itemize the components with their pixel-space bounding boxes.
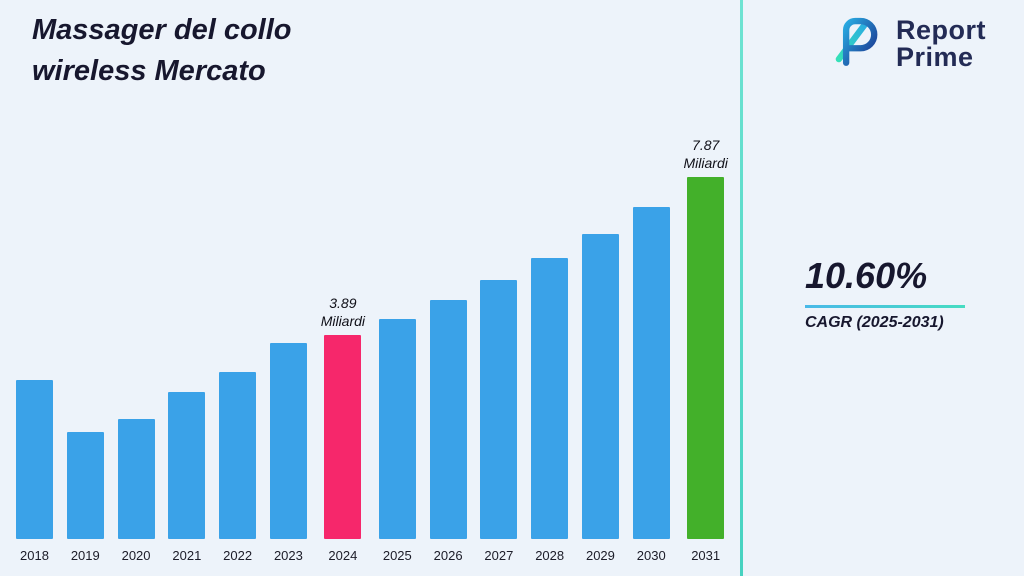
bar-column-2024: 3.89 Miliardi 2024 bbox=[321, 24, 365, 564]
bar-2023 bbox=[269, 343, 307, 539]
cagr-block: 10.60% CAGR (2025-2031) bbox=[805, 255, 975, 332]
bar-column-2023: 2023 bbox=[269, 24, 307, 564]
bar-2022 bbox=[219, 372, 257, 539]
chart-title-line1: Massager del collo bbox=[32, 14, 292, 46]
bar-2025 bbox=[378, 319, 416, 539]
x-tick-2018: 2018 bbox=[20, 548, 49, 563]
cagr-underline bbox=[805, 305, 965, 308]
x-tick-2019: 2019 bbox=[70, 548, 100, 563]
logo-text-line2: Prime bbox=[896, 41, 974, 72]
right-panel: Report Prime 10.60% CAGR (2025-2031) bbox=[744, 0, 1024, 576]
bar-2031 bbox=[687, 177, 725, 539]
bar-column-2027: 2027 bbox=[480, 24, 518, 564]
bar-2029 bbox=[581, 234, 619, 539]
bar-column-2026: 2026 bbox=[429, 24, 467, 564]
report-prime-logo-icon bbox=[828, 12, 886, 75]
x-tick-2029: 2029 bbox=[585, 548, 615, 563]
bar-2020 bbox=[117, 419, 155, 539]
x-tick-2023: 2023 bbox=[273, 548, 303, 563]
chart-title-line2: wireless Mercato bbox=[32, 54, 266, 87]
bar-column-2021: 2021 bbox=[168, 24, 206, 564]
bar-column-2025: 2025 bbox=[378, 24, 416, 564]
bar-column-2020: 2020 bbox=[117, 24, 155, 564]
x-tick-2027: 2027 bbox=[484, 548, 514, 563]
bar-2018 bbox=[16, 380, 53, 539]
bar-column-2022: 2022 bbox=[219, 24, 257, 564]
x-tick-2024: 2024 bbox=[328, 548, 358, 563]
bar-2026 bbox=[429, 300, 467, 539]
bar-column-2029: 2029 bbox=[581, 24, 619, 564]
bar-column-2030: 2030 bbox=[632, 24, 670, 564]
annotation-2031: 7.87 Miliardi bbox=[683, 137, 728, 171]
bar-column-2018: 2018 bbox=[16, 24, 53, 564]
bar-2024 bbox=[324, 335, 362, 539]
bar-2030 bbox=[632, 207, 670, 539]
bar-2021 bbox=[168, 392, 206, 539]
bar-2027 bbox=[480, 280, 518, 539]
bar-chart: 2018 2019 2020 2021 2022 2023 3.89 Miliardi 2024… bbox=[16, 24, 728, 564]
cagr-label: CAGR (2025-2031) bbox=[805, 314, 944, 331]
x-tick-2022: 2022 bbox=[223, 548, 253, 563]
annotation-2024: 3.89 Miliardi bbox=[320, 295, 366, 329]
report-prime-logo: Report Prime bbox=[828, 12, 986, 75]
x-tick-2026: 2026 bbox=[433, 548, 463, 563]
x-tick-2021: 2021 bbox=[172, 548, 202, 563]
report-prime-logo-text: Report Prime bbox=[896, 14, 986, 72]
vertical-divider bbox=[740, 0, 743, 576]
x-tick-2030: 2030 bbox=[636, 548, 666, 563]
cagr-value: 10.60% bbox=[805, 255, 928, 296]
x-tick-2031: 2031 bbox=[691, 548, 721, 563]
bar-column-2031: 7.87 Miliardi 2031 bbox=[684, 24, 728, 564]
logo-text-line1: Report bbox=[896, 14, 986, 45]
x-tick-2020: 2020 bbox=[121, 548, 151, 563]
bar-2019 bbox=[66, 432, 104, 539]
chart-title: Massager del collo wireless Mercato bbox=[32, 10, 372, 91]
x-tick-2028: 2028 bbox=[535, 548, 565, 563]
bar-column-2019: 2019 bbox=[66, 24, 104, 564]
bar-2028 bbox=[531, 258, 569, 539]
bar-column-2028: 2028 bbox=[531, 24, 569, 564]
x-tick-2025: 2025 bbox=[382, 548, 412, 563]
